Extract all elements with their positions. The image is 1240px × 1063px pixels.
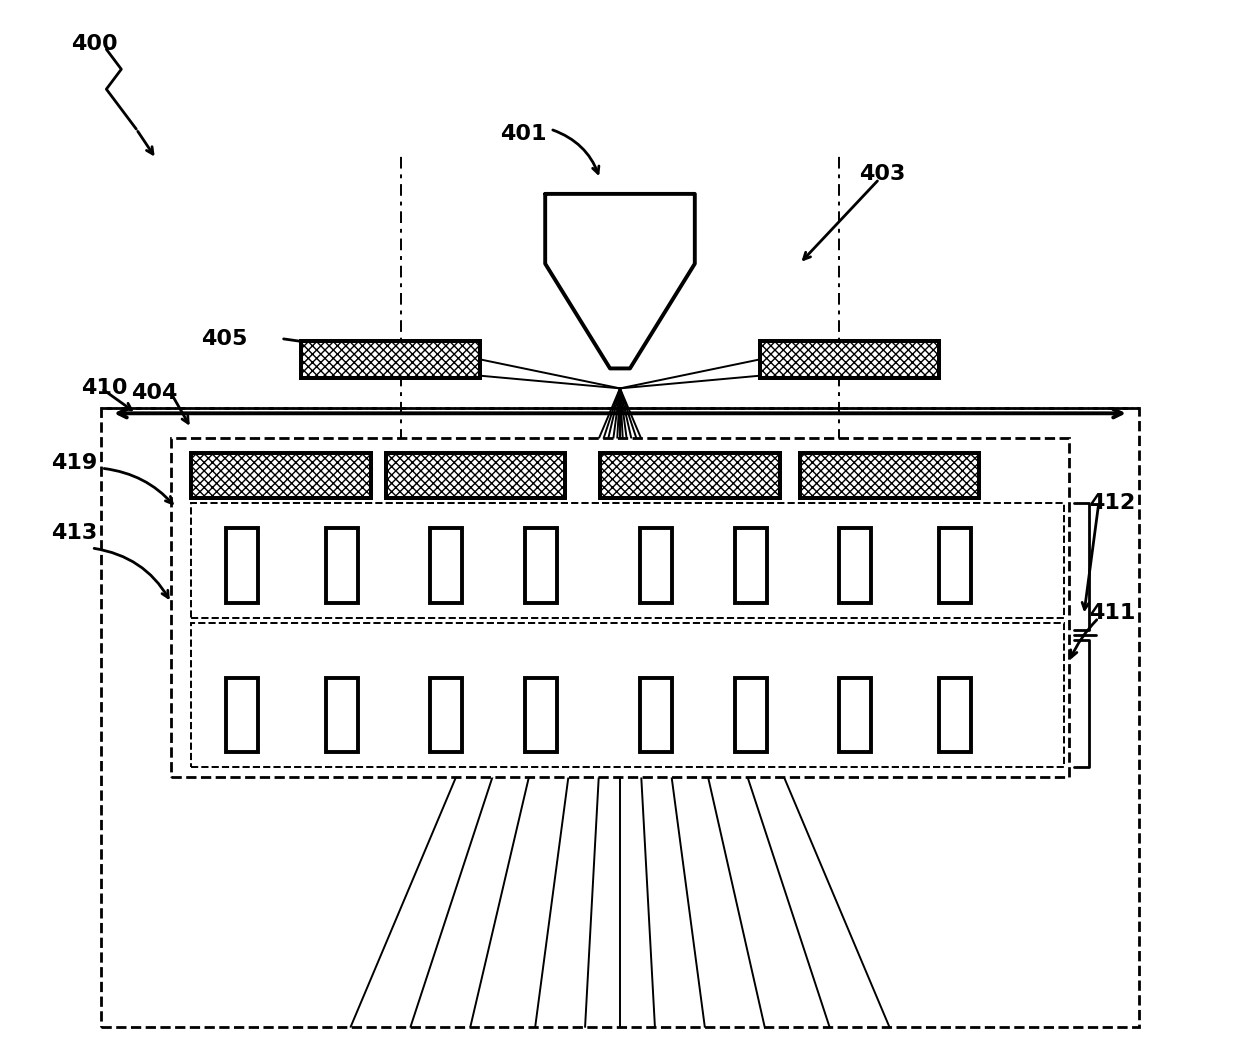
Bar <box>191 453 371 499</box>
Bar <box>640 528 672 603</box>
Bar <box>386 453 565 499</box>
Bar <box>191 503 1064 618</box>
Bar <box>600 453 780 499</box>
Bar <box>800 453 980 499</box>
Polygon shape <box>546 193 694 369</box>
Text: 411: 411 <box>1089 603 1135 623</box>
Bar <box>760 340 939 378</box>
Text: 401: 401 <box>500 124 547 145</box>
Text: 404: 404 <box>131 384 177 403</box>
Bar <box>326 528 357 603</box>
Bar <box>191 453 371 499</box>
Bar <box>102 408 1138 1027</box>
Bar <box>430 677 463 753</box>
Bar <box>326 677 357 753</box>
Text: 413: 413 <box>52 523 98 543</box>
Bar <box>939 677 971 753</box>
Text: 412: 412 <box>1089 493 1135 513</box>
Bar <box>226 528 258 603</box>
Bar <box>191 623 1064 767</box>
Text: 410: 410 <box>82 378 128 399</box>
Bar <box>734 528 766 603</box>
Bar <box>226 677 258 753</box>
Bar <box>640 677 672 753</box>
Bar <box>301 340 480 378</box>
Bar <box>839 528 872 603</box>
Bar <box>800 453 980 499</box>
Bar <box>839 677 872 753</box>
Bar <box>526 528 557 603</box>
Text: 403: 403 <box>859 164 905 184</box>
Bar <box>734 677 766 753</box>
Bar <box>430 528 463 603</box>
Bar <box>386 453 565 499</box>
Text: 405: 405 <box>201 328 248 349</box>
Bar <box>526 677 557 753</box>
Bar <box>600 453 780 499</box>
Bar <box>301 340 480 378</box>
Text: 419: 419 <box>52 453 98 473</box>
Text: 400: 400 <box>72 34 118 54</box>
Bar <box>171 438 1069 777</box>
Bar <box>939 528 971 603</box>
Bar <box>760 340 939 378</box>
